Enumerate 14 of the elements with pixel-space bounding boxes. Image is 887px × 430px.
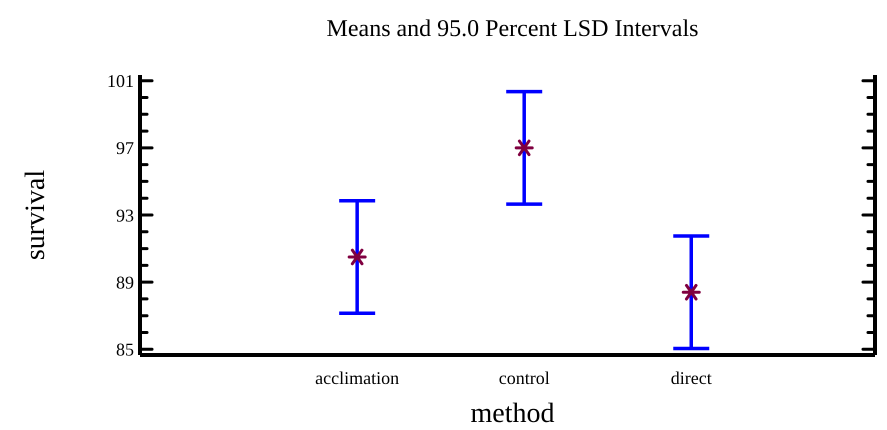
y-axis-title: survival [20, 170, 52, 260]
x-tick-label: acclimation [315, 368, 400, 388]
x-tick-label: direct [670, 368, 712, 388]
point [348, 248, 367, 266]
y-tick-label: 101 [107, 71, 134, 92]
point [682, 284, 701, 301]
x-tick-label: control [498, 368, 550, 388]
chart-title: Means and 95.0 Percent LSD Intervals [326, 16, 700, 43]
y-tick-label: 97 [116, 138, 134, 158]
point [514, 140, 534, 156]
y-tick-label: 85 [116, 340, 134, 360]
y-tick-label: 89 [116, 272, 134, 292]
x-axis-title: method [470, 398, 556, 430]
y-tick-label: 93 [116, 205, 134, 226]
